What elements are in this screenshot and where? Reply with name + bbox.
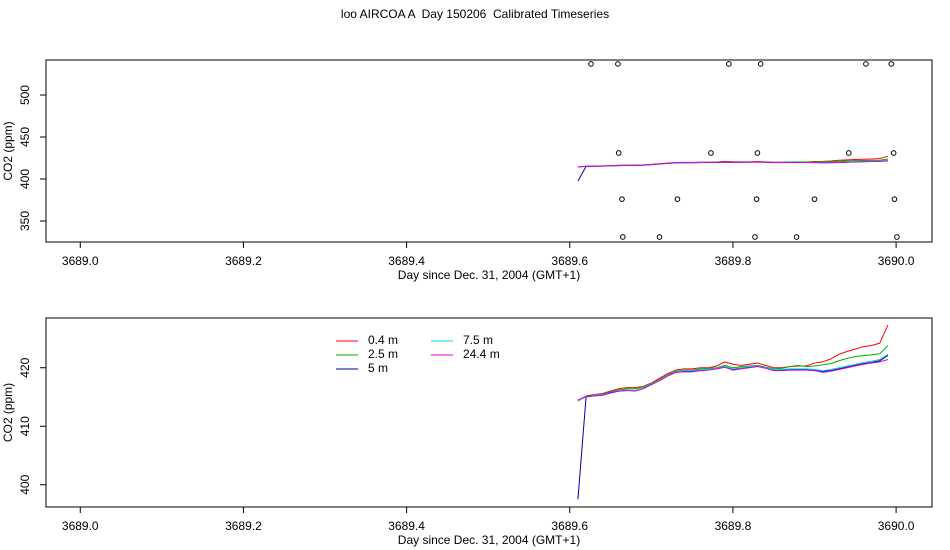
y-tick-label: 400 (18, 474, 32, 494)
point (726, 61, 732, 67)
point (754, 150, 761, 156)
legend-label: 2.5 m (368, 347, 398, 361)
x-tick-label: 3690.0 (878, 519, 915, 533)
y-axis-label: CO2 (ppm) (1, 383, 15, 442)
point (890, 150, 897, 156)
series-line (577, 160, 888, 168)
point (757, 61, 764, 67)
point (615, 150, 622, 156)
x-tick-label: 3689.6 (551, 254, 588, 268)
point (793, 234, 800, 240)
y-tick-label: 450 (18, 127, 32, 147)
y-tick-label: 410 (18, 416, 32, 436)
y-tick-label: 350 (18, 211, 32, 231)
point (894, 234, 900, 240)
legend-label: 7.5 m (463, 333, 493, 347)
plot-frame (45, 317, 933, 508)
series-line (577, 355, 889, 500)
x-tick-label: 3689.8 (715, 254, 752, 268)
point (891, 196, 898, 202)
x-tick-label: 3689.2 (225, 519, 262, 533)
x-axis-label: Day since Dec. 31, 2004 (GMT+1) (398, 533, 580, 547)
point (674, 196, 681, 202)
x-tick-label: 3689.8 (715, 519, 752, 533)
x-tick-label: 3690.0 (878, 254, 915, 268)
legend-label: 24.4 m (463, 347, 500, 361)
y-tick-label: 400 (18, 169, 32, 189)
series-line (577, 353, 889, 401)
y-axis-label: CO2 (ppm) (1, 121, 15, 180)
x-tick-label: 3689.0 (62, 519, 99, 533)
point (588, 61, 594, 67)
legend-label: 5 m (368, 361, 388, 375)
point (863, 61, 869, 67)
point (708, 150, 714, 156)
y-tick-label: 420 (18, 357, 32, 377)
chart-title: loo AIRCOA A Day 150206 Calibrated Times… (341, 7, 609, 21)
point (753, 196, 760, 202)
x-tick-label: 3689.0 (62, 254, 99, 268)
point (888, 61, 895, 67)
x-tick-label: 3689.4 (388, 254, 425, 268)
series-line (577, 345, 889, 401)
series-line (577, 159, 888, 182)
series-line (577, 324, 889, 402)
y-tick-label: 500 (18, 85, 32, 105)
point (615, 61, 621, 67)
plot-frame (45, 59, 933, 243)
point (811, 196, 818, 202)
point (845, 150, 852, 156)
point (619, 196, 625, 202)
series-line (577, 359, 889, 401)
x-tick-label: 3689.6 (551, 519, 588, 533)
legend-label: 0.4 m (368, 333, 398, 347)
x-tick-label: 3689.2 (225, 254, 262, 268)
x-tick-label: 3689.4 (388, 519, 425, 533)
x-axis-label: Day since Dec. 31, 2004 (GMT+1) (398, 268, 580, 282)
point (752, 234, 758, 240)
point (619, 234, 626, 240)
point (656, 234, 663, 240)
